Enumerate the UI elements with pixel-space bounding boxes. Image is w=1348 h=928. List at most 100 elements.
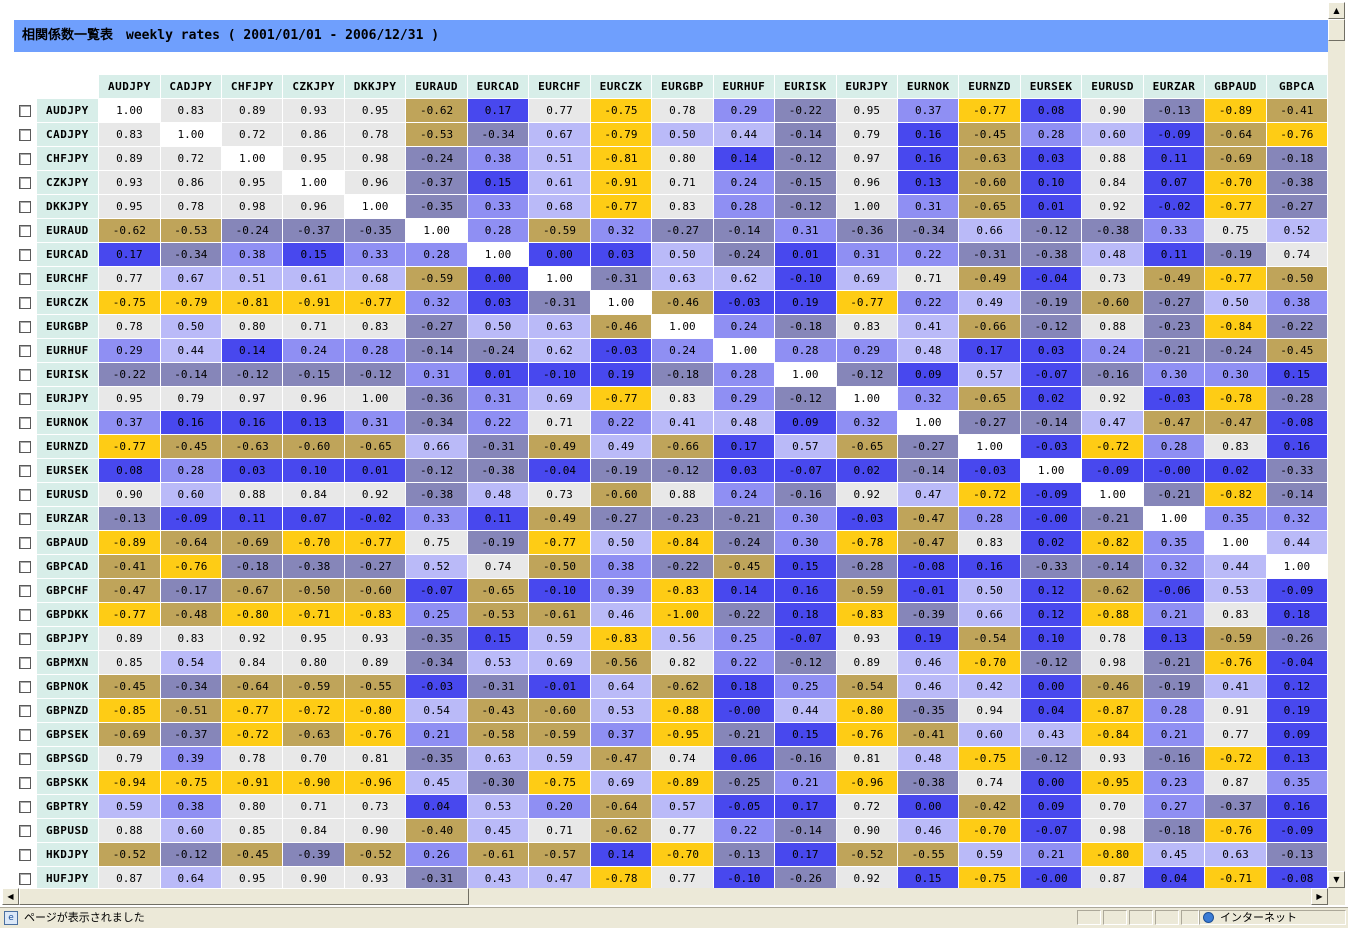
row-checkbox[interactable] [18, 297, 31, 309]
correlation-cell: -0.34 [159, 242, 223, 267]
correlation-cell: -0.61 [528, 602, 591, 627]
correlation-cell: 1.00 [835, 194, 899, 219]
correlation-cell: 0.24 [712, 314, 776, 339]
column-header-cadjpy: CADJPY [159, 74, 223, 99]
correlation-cell: 0.13 [896, 170, 960, 195]
correlation-cell: 0.79 [98, 746, 161, 771]
correlation-cell: -0.49 [958, 266, 1021, 291]
correlation-cell: 0.26 [405, 842, 468, 867]
correlation-cell: 0.16 [221, 410, 284, 435]
page-title: 相関係数一覧表 weekly rates ( 2001/01/01 - 2006… [14, 20, 1328, 52]
correlation-cell: 0.32 [589, 218, 653, 243]
row-checkbox[interactable] [18, 249, 31, 261]
correlation-cell: -0.89 [1204, 98, 1267, 123]
correlation-cell: -0.39 [282, 842, 345, 867]
table-row: EURISK -0.22 -0.14 -0.12 -0.15 -0.12 0.31 0.01-… [14, 362, 1328, 387]
correlation-cell: 0.52 [1265, 218, 1328, 243]
row-checkbox[interactable] [18, 753, 31, 765]
row-checkbox[interactable] [18, 105, 31, 117]
correlation-cell: 0.28 [405, 242, 468, 267]
vertical-scroll-thumb[interactable] [1328, 19, 1345, 41]
correlation-cell: -0.09 [1142, 122, 1206, 147]
correlation-cell: 0.77 [651, 866, 714, 888]
correlation-cell: -0.59 [528, 218, 591, 243]
horizontal-scroll-thumb[interactable] [19, 888, 469, 905]
row-checkbox[interactable] [18, 129, 31, 141]
correlation-cell: 0.18 [712, 674, 776, 699]
row-select-cell [14, 338, 37, 363]
row-checkbox[interactable] [18, 273, 31, 285]
correlation-cell: -0.21 [1142, 650, 1206, 675]
row-checkbox[interactable] [18, 369, 31, 381]
row-checkbox[interactable] [18, 177, 31, 189]
scroll-down-button[interactable]: ▼ [1328, 871, 1345, 888]
table-row: EURCZK -0.75 -0.79 -0.81 -0.91 -0.77 0.32 0.03-… [14, 290, 1328, 315]
correlation-cell: -0.12 [774, 650, 837, 675]
row-checkbox[interactable] [18, 849, 31, 861]
row-checkbox[interactable] [18, 609, 31, 621]
row-checkbox[interactable] [18, 681, 31, 693]
row-checkbox[interactable] [18, 561, 31, 573]
correlation-cell: -0.36 [835, 218, 899, 243]
horizontal-scrollbar[interactable]: ◀ ▶ [2, 888, 1328, 905]
row-checkbox[interactable] [18, 441, 31, 453]
row-checkbox[interactable] [18, 465, 31, 477]
row-checkbox[interactable] [18, 489, 31, 501]
correlation-cell: 0.98 [1081, 818, 1144, 843]
correlation-cell: 0.77 [528, 98, 591, 123]
row-checkbox[interactable] [18, 513, 31, 525]
correlation-cell: -0.37 [282, 218, 345, 243]
correlation-cell: 0.73 [343, 794, 407, 819]
correlation-cell: 1.00 [958, 434, 1021, 459]
correlation-cell: 1.00 [221, 146, 284, 171]
row-checkbox[interactable] [18, 417, 31, 429]
correlation-cell: -0.23 [651, 506, 714, 531]
correlation-cell: 0.84 [282, 482, 345, 507]
correlation-cell: 0.96 [282, 386, 345, 411]
row-checkbox[interactable] [18, 705, 31, 717]
correlation-cell: 0.95 [221, 170, 284, 195]
correlation-cell: -0.77 [343, 530, 407, 555]
scroll-right-button[interactable]: ▶ [1311, 888, 1328, 905]
correlation-cell: -0.28 [835, 554, 899, 579]
row-checkbox[interactable] [18, 729, 31, 741]
row-checkbox[interactable] [18, 321, 31, 333]
row-checkbox[interactable] [18, 777, 31, 789]
correlation-cell: -0.00 [1142, 458, 1206, 483]
row-header: CZKJPY [35, 170, 100, 195]
correlation-cell: -0.64 [589, 794, 653, 819]
vertical-scrollbar[interactable]: ▲ ▼ [1328, 2, 1345, 888]
row-checkbox[interactable] [18, 393, 31, 405]
row-checkbox[interactable] [18, 345, 31, 357]
row-checkbox[interactable] [18, 585, 31, 597]
correlation-cell: 0.10 [1019, 170, 1083, 195]
correlation-cell: 0.67 [159, 266, 223, 291]
row-checkbox[interactable] [18, 657, 31, 669]
column-header-euraud: EURAUD [405, 74, 468, 99]
correlation-cell: 0.71 [282, 314, 345, 339]
scroll-left-button[interactable]: ◀ [2, 888, 19, 905]
correlation-cell: -0.03 [589, 338, 653, 363]
correlation-cell: -0.03 [1019, 434, 1083, 459]
row-checkbox[interactable] [18, 825, 31, 837]
row-checkbox[interactable] [18, 801, 31, 813]
correlation-cell: -0.78 [835, 530, 899, 555]
correlation-cell: 0.63 [651, 266, 714, 291]
correlation-cell: 0.83 [958, 530, 1021, 555]
correlation-cell: -0.55 [343, 674, 407, 699]
row-checkbox[interactable] [18, 633, 31, 645]
correlation-cell: 0.17 [466, 98, 530, 123]
correlation-cell: 0.60 [159, 818, 223, 843]
correlation-cell: 0.32 [896, 386, 960, 411]
row-checkbox[interactable] [18, 201, 31, 213]
correlation-cell: 0.63 [528, 314, 591, 339]
correlation-cell: 0.22 [712, 650, 776, 675]
row-checkbox[interactable] [18, 225, 31, 237]
row-checkbox[interactable] [18, 537, 31, 549]
row-checkbox[interactable] [18, 873, 31, 885]
scroll-up-button[interactable]: ▲ [1328, 2, 1345, 19]
row-checkbox[interactable] [18, 153, 31, 165]
correlation-cell: 0.90 [835, 818, 899, 843]
correlation-cell: 0.56 [651, 626, 714, 651]
row-header: EURUSD [35, 482, 100, 507]
